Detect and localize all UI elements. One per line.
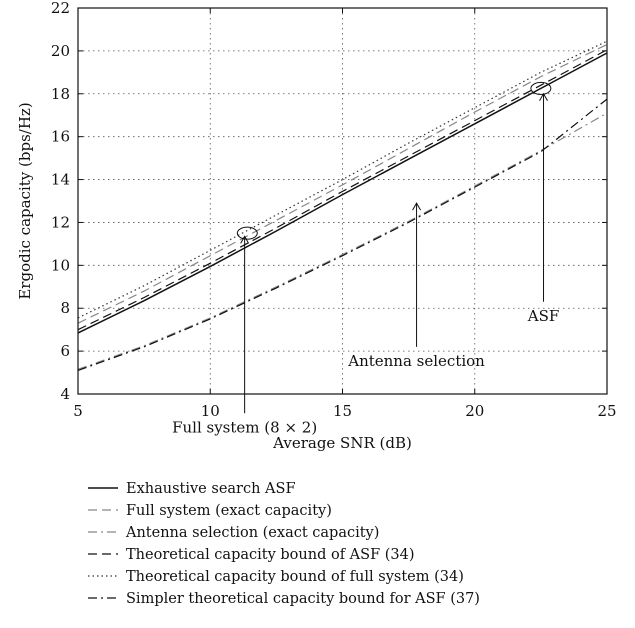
annotation-arrowhead-3	[240, 235, 250, 244]
y-tick-label: 6	[60, 342, 70, 360]
x-tick-label: 20	[465, 402, 484, 420]
y-ticks: 4 6 8 10 12 14 16 18 20 22	[51, 0, 607, 403]
annotation-label-2: Antenna selection	[347, 352, 485, 370]
series-line-2	[77, 43, 608, 324]
series-line-5	[77, 40, 608, 319]
y-tick-label: 4	[60, 385, 70, 403]
x-tick-label: 15	[333, 402, 352, 420]
x-tick-label: 10	[201, 402, 220, 420]
series-line-4	[77, 49, 608, 331]
annotation-label-3: Full system (8 × 2)	[172, 419, 317, 437]
y-tick-label: 22	[51, 0, 70, 17]
x-axis-label: Average SNR (dB)	[272, 434, 412, 452]
grid	[78, 8, 607, 394]
y-tick-label: 10	[51, 256, 70, 274]
legend-entry-5: Theoretical capacity bound of full syste…	[126, 569, 464, 585]
legend-entry-2: Full system (exact capacity)	[126, 503, 332, 519]
series-lines	[77, 40, 608, 371]
x-ticks: 5 10 15 20 25	[73, 8, 617, 420]
y-tick-label: 16	[51, 128, 70, 146]
annotation-ellipse-3	[236, 226, 258, 240]
y-tick-label: 8	[60, 299, 70, 317]
plot-frame	[77, 7, 608, 395]
series-line-6	[77, 98, 608, 371]
y-tick-label: 18	[51, 85, 70, 103]
annotation-arrowhead-2	[412, 202, 421, 211]
annotation-label-1: ASF	[527, 307, 560, 325]
x-tick-label: 5	[73, 402, 83, 420]
y-tick-label: 12	[51, 213, 70, 231]
legend: Exhaustive search ASF Full system (exact …	[88, 481, 480, 607]
series-line-3	[77, 112, 608, 370]
legend-entry-3: Antenna selection (exact capacity)	[125, 525, 379, 541]
y-axis-label: Ergodic capacity (bps/Hz)	[16, 102, 34, 299]
series-line-1	[77, 52, 608, 334]
legend-entry-4: Theoretical capacity bound of ASF (34)	[126, 547, 415, 563]
annotations: ASF Antenna selection Full system (8 × 2)	[172, 81, 560, 437]
annotation-ellipse-1	[530, 81, 552, 95]
x-tick-label: 25	[597, 402, 616, 420]
y-tick-label: 20	[51, 42, 70, 60]
legend-entry-1: Exhaustive search ASF	[126, 481, 296, 497]
y-tick-label: 14	[51, 171, 70, 189]
legend-entry-6: Simpler theoretical capacity bound for A…	[126, 591, 480, 607]
